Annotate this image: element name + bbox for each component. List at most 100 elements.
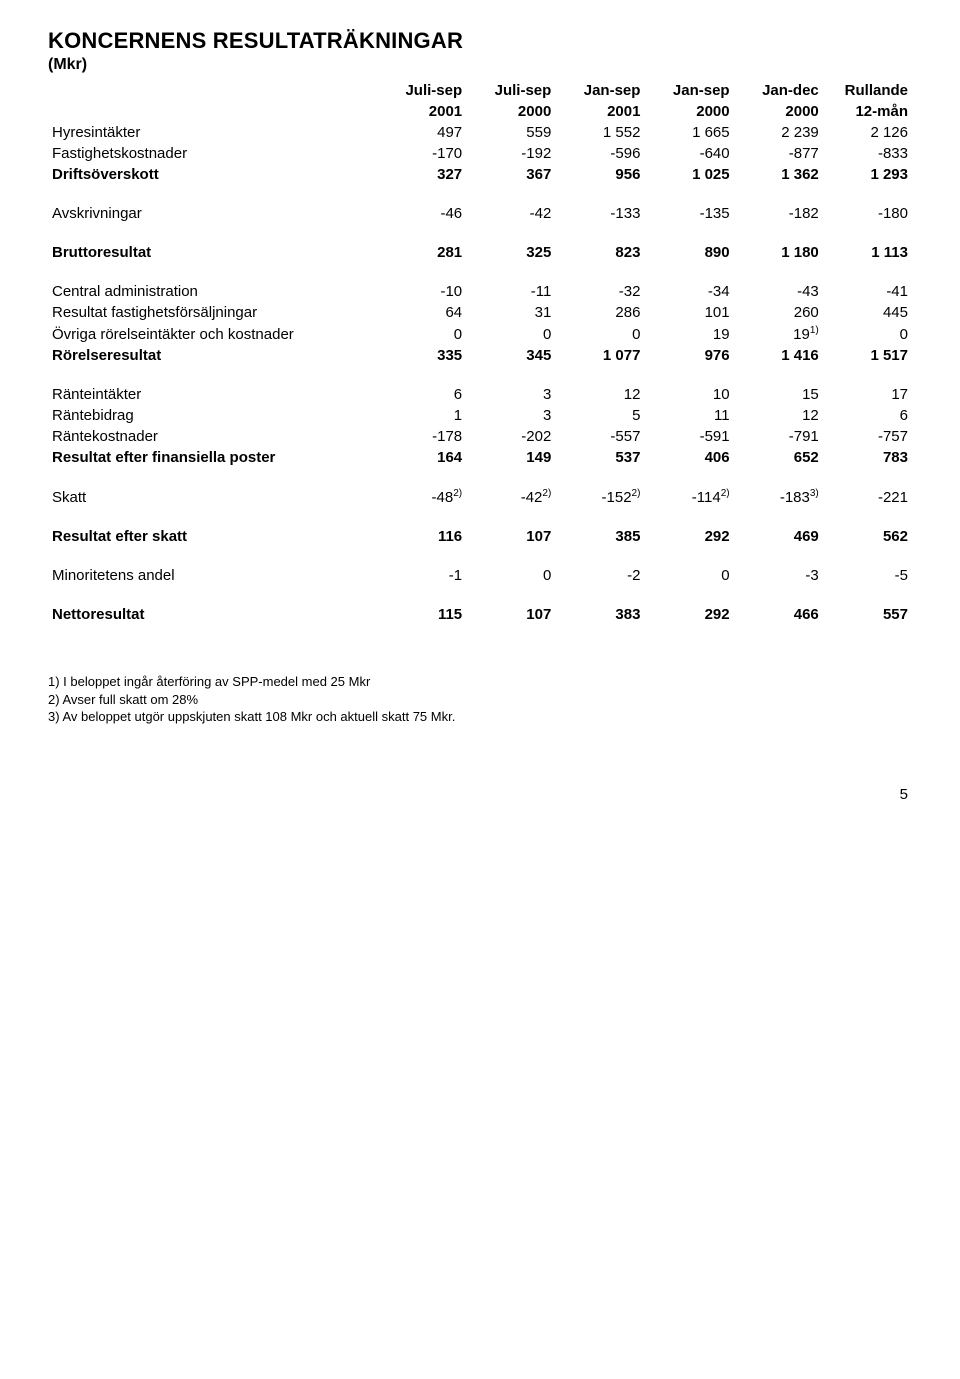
cell: 292 xyxy=(644,526,733,547)
col-year-3: 2000 xyxy=(644,101,733,122)
table-row xyxy=(48,366,912,384)
cell: 469 xyxy=(734,526,823,547)
cell: 1 665 xyxy=(644,122,733,143)
cell: 107 xyxy=(466,526,555,547)
cell: -46 xyxy=(377,203,466,224)
cell: 1 113 xyxy=(823,242,912,263)
unit-label: (Mkr) xyxy=(48,56,912,74)
cell: 1 025 xyxy=(644,164,733,185)
cell: -32 xyxy=(555,281,644,302)
cell: 10 xyxy=(644,384,733,405)
cell: 0 xyxy=(377,323,466,345)
cell: 335 xyxy=(377,345,466,366)
row-label: Räntekostnader xyxy=(48,426,377,447)
cell: 1 416 xyxy=(734,345,823,366)
table-row: Driftsöverskott3273679561 0251 3621 293 xyxy=(48,164,912,185)
header-row-year: 2001 2000 2001 2000 2000 12-mån xyxy=(48,101,912,122)
footnotes: 1) I beloppet ingår återföring av SPP-me… xyxy=(48,673,912,726)
row-label: Ränteintäkter xyxy=(48,384,377,405)
cell: 0 xyxy=(644,565,733,586)
cell: 1 077 xyxy=(555,345,644,366)
cell: 1 517 xyxy=(823,345,912,366)
cell: 385 xyxy=(555,526,644,547)
cell: 783 xyxy=(823,447,912,468)
header-blank xyxy=(48,80,377,101)
table-row xyxy=(48,547,912,565)
footnote-ref: 2) xyxy=(542,488,551,499)
cell: -41 xyxy=(823,281,912,302)
table-row: Fastighetskostnader-170-192-596-640-877-… xyxy=(48,143,912,164)
cell: -182 xyxy=(734,203,823,224)
row-label: Central administration xyxy=(48,281,377,302)
col-year-4: 2000 xyxy=(734,101,823,122)
cell: -133 xyxy=(555,203,644,224)
col-year-1: 2000 xyxy=(466,101,555,122)
col-year-2: 2001 xyxy=(555,101,644,122)
cell: -757 xyxy=(823,426,912,447)
row-label: Resultat fastighetsförsäljningar xyxy=(48,302,377,323)
table-row: Ränteintäkter6312101517 xyxy=(48,384,912,405)
cell: -192 xyxy=(466,143,555,164)
row-label: Skatt xyxy=(48,486,377,508)
row-label: Resultat efter skatt xyxy=(48,526,377,547)
col-period-3: Jan-sep xyxy=(644,80,733,101)
row-label: Räntebidrag xyxy=(48,405,377,426)
cell: 445 xyxy=(823,302,912,323)
footnote-1: 1) I beloppet ingår återföring av SPP-me… xyxy=(48,673,912,691)
cell: 652 xyxy=(734,447,823,468)
table-row: Räntebidrag13511126 xyxy=(48,405,912,426)
cell: 2 126 xyxy=(823,122,912,143)
cell: -640 xyxy=(644,143,733,164)
cell: 107 xyxy=(466,604,555,625)
table-row xyxy=(48,224,912,242)
cell: 260 xyxy=(734,302,823,323)
table-row: Övriga rörelseintäkter och kostnader0001… xyxy=(48,323,912,345)
cell: -170 xyxy=(377,143,466,164)
cell: 2 239 xyxy=(734,122,823,143)
cell: 1 552 xyxy=(555,122,644,143)
cell: 956 xyxy=(555,164,644,185)
page-number: 5 xyxy=(48,786,912,803)
table-body: Hyresintäkter4975591 5521 6652 2392 126F… xyxy=(48,122,912,625)
cell: 164 xyxy=(377,447,466,468)
cell: 64 xyxy=(377,302,466,323)
cell: -221 xyxy=(823,486,912,508)
cell: -1833) xyxy=(734,486,823,508)
cell: 466 xyxy=(734,604,823,625)
cell: 367 xyxy=(466,164,555,185)
cell: 149 xyxy=(466,447,555,468)
cell: -833 xyxy=(823,143,912,164)
page-title: KONCERNENS RESULTATRÄKNINGAR xyxy=(48,28,912,54)
cell: -557 xyxy=(555,426,644,447)
table-row: Skatt-482)-422)-1522)-1142)-1833)-221 xyxy=(48,486,912,508)
cell: 31 xyxy=(466,302,555,323)
cell: 3 xyxy=(466,405,555,426)
cell: 406 xyxy=(644,447,733,468)
table-row xyxy=(48,586,912,604)
cell: 12 xyxy=(734,405,823,426)
cell: 976 xyxy=(644,345,733,366)
cell: -1522) xyxy=(555,486,644,508)
cell: 115 xyxy=(377,604,466,625)
table-row xyxy=(48,508,912,526)
footnote-ref: 2) xyxy=(453,488,462,499)
cell: 19 xyxy=(644,323,733,345)
cell: -135 xyxy=(644,203,733,224)
cell: 0 xyxy=(823,323,912,345)
cell: 0 xyxy=(555,323,644,345)
cell: 1 293 xyxy=(823,164,912,185)
col-period-4: Jan-dec xyxy=(734,80,823,101)
col-year-5: 12-mån xyxy=(823,101,912,122)
footnote-ref: 2) xyxy=(632,488,641,499)
cell: -1 xyxy=(377,565,466,586)
cell: 11 xyxy=(644,405,733,426)
cell: -791 xyxy=(734,426,823,447)
cell: 537 xyxy=(555,447,644,468)
cell: -11 xyxy=(466,281,555,302)
footnote-ref: 3) xyxy=(810,488,819,499)
table-row: Resultat fastighetsförsäljningar64312861… xyxy=(48,302,912,323)
cell: 281 xyxy=(377,242,466,263)
table-row xyxy=(48,263,912,281)
row-label: Minoritetens andel xyxy=(48,565,377,586)
cell: -10 xyxy=(377,281,466,302)
